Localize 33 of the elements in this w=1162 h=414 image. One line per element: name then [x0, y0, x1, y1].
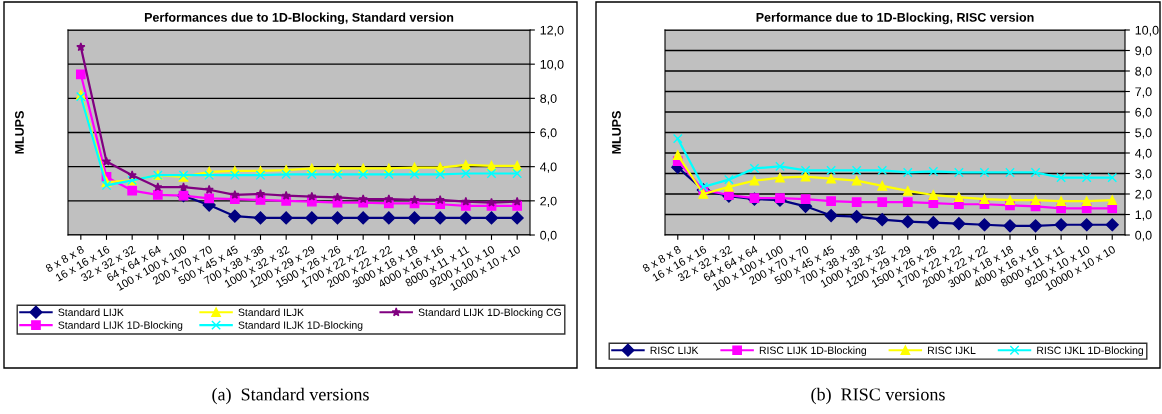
legend-label: RISC IJKL 1D-Blocking — [1037, 346, 1143, 357]
y-axis-title: MLUPS — [15, 111, 24, 154]
y-tick-label: 10,0 — [1135, 25, 1159, 37]
legend-label: Standard ILJK — [238, 308, 304, 316]
legend-label: RISC LIJK 1D-Blocking — [759, 346, 867, 357]
legend-label: Standard LIJK — [58, 308, 124, 316]
y-tick-label: 2,0 — [540, 196, 557, 207]
y-tick-label: 0,0 — [1135, 230, 1152, 242]
text: (b) RISC versions — [811, 387, 945, 405]
legend-label: Standard LIJK 1D-Blocking — [58, 321, 183, 331]
y-tick-label: 4,0 — [1135, 148, 1152, 160]
legend-label: RISC IJKL — [928, 346, 976, 354]
chart-title: Performances due to 1D-Blocking, Standard version — [144, 12, 454, 25]
y-axis-title: MLUPS — [612, 111, 621, 154]
legend-label: RISC LIJK — [650, 346, 699, 354]
y-tick-label: 8,0 — [540, 94, 557, 105]
y-tick-label: 7,0 — [1135, 87, 1152, 98]
y-tick-label: 2,0 — [1135, 189, 1152, 201]
y-tick-label: 8,0 — [1135, 66, 1152, 78]
y-tick-label: 5,0 — [1135, 128, 1152, 139]
y-tick-label: 12,0 — [540, 25, 564, 37]
y-tick-label: 4,0 — [540, 162, 557, 173]
y-tick-label: 3,0 — [1135, 169, 1152, 180]
legend-label: Standard LIJK 1D-Blocking CG — [418, 308, 561, 319]
text: (a) Standard versions — [212, 387, 369, 405]
y-tick-label: 6,0 — [540, 128, 557, 139]
chart-title: Performance due to 1D-Blocking, RISC version — [756, 12, 1034, 25]
y-tick-label: 6,0 — [1135, 107, 1152, 119]
y-tick-label: 0,0 — [540, 230, 557, 242]
y-tick-label: 10,0 — [540, 59, 564, 71]
y-tick-label: 1,0 — [1135, 210, 1152, 221]
y-tick-label: 9,0 — [1135, 46, 1152, 57]
legend-label: Standard ILJK 1D-Blocking — [238, 321, 363, 331]
